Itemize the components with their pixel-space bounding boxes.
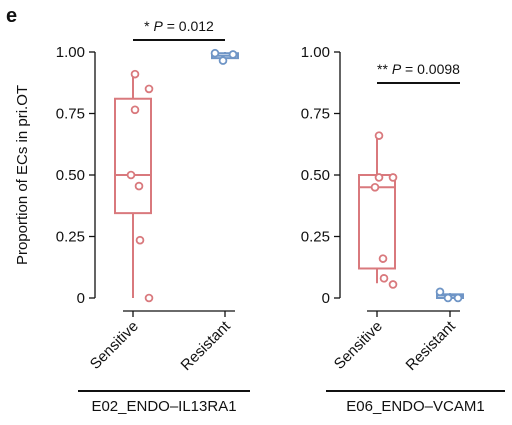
x-tick-label-sensitive: Sensitive xyxy=(87,318,142,373)
x-tick-label-sensitive: Sensitive xyxy=(331,318,386,373)
data-point xyxy=(388,173,398,182)
data-point xyxy=(134,181,144,191)
significance-label: * P = 0.012 xyxy=(144,18,214,34)
data-point xyxy=(379,274,389,283)
data-point xyxy=(228,50,238,59)
significance-stars: ** xyxy=(377,61,392,77)
data-point xyxy=(144,293,154,303)
y-tick-label: 1.00 xyxy=(301,44,330,61)
data-point xyxy=(130,69,140,79)
p-symbol: P xyxy=(154,18,164,34)
data-point xyxy=(388,280,398,289)
data-point xyxy=(135,235,145,245)
box-sensitive xyxy=(114,69,154,303)
panel-label: e xyxy=(6,5,17,27)
data-point xyxy=(378,254,388,263)
data-point xyxy=(144,84,154,94)
data-point xyxy=(130,105,140,115)
box-resistant xyxy=(210,48,239,65)
y-tick-label: 0.25 xyxy=(301,229,330,246)
data-point xyxy=(443,293,453,303)
x-tick-label-resistant: Resistant xyxy=(403,317,460,374)
chart-panel-vcam1: 0 0.25 0.50 0.75 1.00 Sensitive Resistant ** P … xyxy=(301,44,505,415)
box-resistant xyxy=(435,287,464,303)
data-point xyxy=(218,56,228,65)
p-value: = 0.0098 xyxy=(401,61,460,77)
y-tick-label: 0.50 xyxy=(301,167,330,184)
group-label: E02_ENDO–IL13RA1 xyxy=(91,398,236,415)
data-point xyxy=(126,170,136,180)
group-label: E06_ENDO–VCAM1 xyxy=(346,398,484,415)
x-tick-label-resistant: Resistant xyxy=(178,317,235,374)
y-tick-label: 0 xyxy=(77,290,85,307)
p-value: = 0.012 xyxy=(163,18,214,34)
y-tick-label: 0.25 xyxy=(56,229,85,246)
p-symbol: P xyxy=(392,61,402,77)
data-point xyxy=(210,48,220,58)
y-tick-label: 0 xyxy=(322,290,330,307)
significance-stars: * xyxy=(144,18,153,34)
data-point xyxy=(374,173,384,182)
y-tick-label: 0.75 xyxy=(56,106,85,123)
box-sensitive xyxy=(358,131,398,289)
data-point xyxy=(370,183,380,192)
box-iqr xyxy=(114,97,152,215)
y-axis-label: Proportion of ECs in pri.OT xyxy=(14,85,31,265)
data-point xyxy=(374,131,384,140)
chart-panel-il13ra1: 0 0.25 0.50 0.75 1.00 Sensitive Resistant * P =… xyxy=(56,18,250,415)
significance-label: ** P = 0.0098 xyxy=(377,61,460,77)
data-point xyxy=(435,287,445,297)
data-point xyxy=(453,293,463,303)
y-tick-label: 0.50 xyxy=(56,167,85,184)
y-tick-label: 0.75 xyxy=(301,106,330,123)
y-tick-label: 1.00 xyxy=(56,44,85,61)
